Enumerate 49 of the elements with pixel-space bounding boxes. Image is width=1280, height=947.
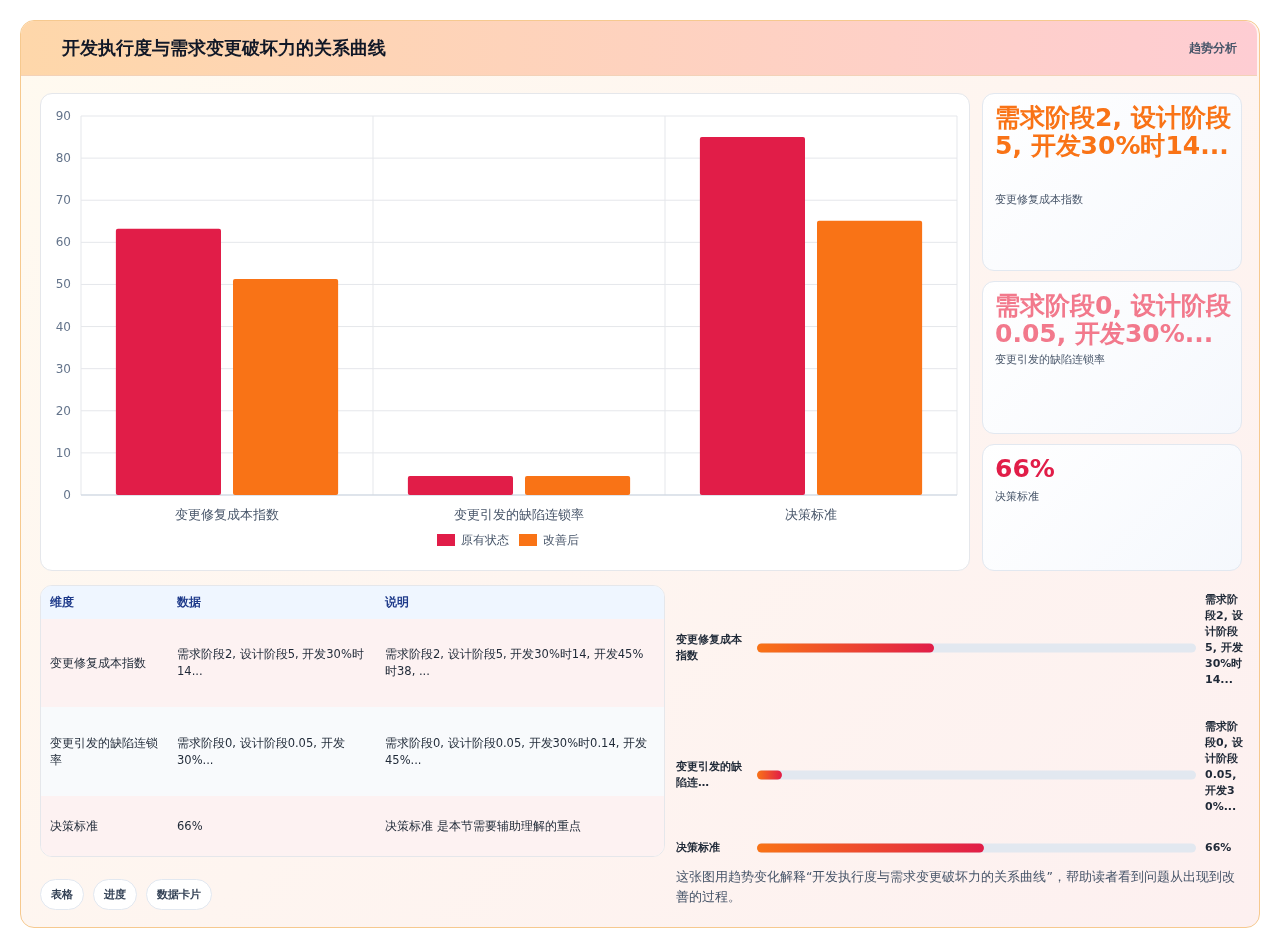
y-tick-label: 80 (55, 151, 71, 166)
x-tick-label: 变更修复成本指数 (175, 507, 279, 522)
text: 需求阶段0, 设计阶段0.05, 开发30%... (177, 734, 346, 769)
x-tick-label: 决策标准 (785, 507, 837, 522)
y-tick-label: 0 (63, 488, 71, 502)
y-tick-label: 40 (55, 319, 71, 334)
text: 变更引发的缺陷连锁率 (995, 352, 1105, 367)
text: 需求阶段2, 设计阶段5, 开发30%时14... (177, 646, 365, 680)
y-tick-label: 70 (55, 193, 71, 208)
y-tick-label: 20 (55, 403, 71, 418)
annotation: 这张图用趋势变化解释“开发执行度与需求变更破坏力的关系曲线”，帮助读者看到问题从出现到改善的过程。 (676, 868, 1236, 906)
y-tick-label: 30 (55, 361, 71, 376)
y-tick-label: 50 (55, 277, 71, 292)
bar (233, 278, 339, 495)
text: 需求阶段0, 设计阶段0.05, 开发30%时0.14, 开发45%... (385, 734, 649, 769)
y-tick-label: 变更修复成本指数 (676, 632, 743, 664)
text: 说明 (385, 594, 409, 611)
y-tick-label: 变更引发的缺陷连… (676, 759, 743, 791)
y-tick-label: 决策标准 (676, 840, 721, 856)
legend-label: 改善后 (543, 533, 579, 547)
y-tick-label: 10 (55, 445, 71, 460)
text: 维度 (50, 594, 74, 611)
text: 变更修复成本指数 (995, 192, 1083, 207)
text: 需求阶段0, 设计阶段0.05, 开发30%... (1205, 719, 1244, 815)
text: 需求阶段2, 设计阶段5, 开发30%时14, 开发45%时38, ... (385, 646, 645, 680)
text: 趋势分析 (1189, 40, 1237, 57)
x-tick-label: 变更引发的缺陷连锁率 (454, 507, 584, 522)
text: 需求阶段2, 设计阶段5, 开发30%时14... (995, 103, 1231, 160)
bar (115, 228, 221, 495)
text: 决策标准 是本节需要辅助理解的重点 (385, 817, 581, 835)
text: 数据卡片 (146, 879, 212, 910)
text: 数据 (177, 594, 201, 611)
bar (699, 137, 805, 495)
y-tick-label: 90 (55, 109, 71, 123)
legend-label: 原有状态 (461, 533, 509, 547)
text: 需求阶段0, 设计阶段0.05, 开发30%... (995, 291, 1231, 348)
text: 66% (177, 817, 203, 835)
text: 66% (1205, 840, 1233, 856)
text: 表格 (40, 879, 84, 910)
text: 变更引发的缺陷连锁率 (50, 734, 159, 769)
text: 决策标准 (995, 489, 1039, 504)
bar (525, 476, 631, 495)
text: 开发执行度与需求变更破坏力的关系曲线 (62, 36, 386, 60)
y-tick-label: 60 (55, 235, 71, 250)
text: 进度 (93, 879, 137, 910)
text: 66% (995, 454, 1056, 483)
text: 需求阶段2, 设计阶段5, 开发30%时14... (1205, 592, 1244, 688)
bar (817, 220, 923, 495)
bar (407, 476, 513, 495)
